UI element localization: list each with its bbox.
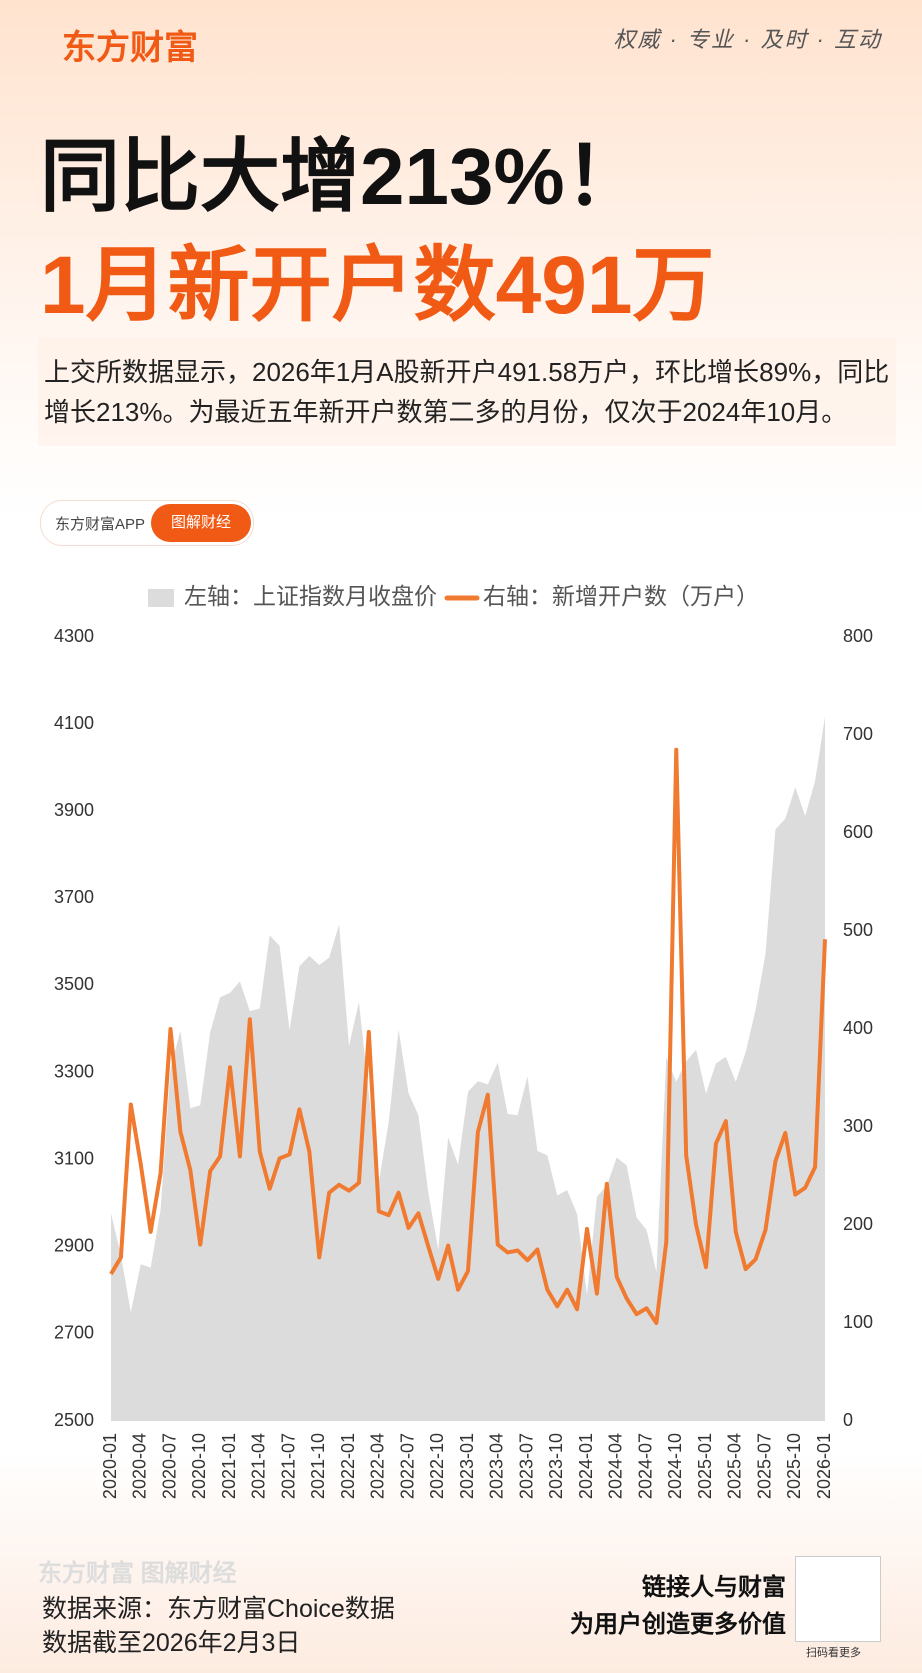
y-tick-label: 2700 [54, 1323, 94, 1343]
x-tick-label: 2026-01 [814, 1433, 834, 1499]
y-tick-label: 3500 [54, 974, 94, 994]
tag-button[interactable]: 图解财经 [151, 504, 251, 542]
chart: 左轴：上证指数月收盘价 右轴：新增开户数（万户） 2500 2700 2900 3100 3… [54, 583, 873, 1499]
y-tick-label: 4300 [54, 626, 94, 646]
slogan: 权威 · 专业 · 及时 · 互动 [613, 27, 882, 52]
headline: 同比大增213%！ [40, 132, 645, 221]
x-tick-label: 2022-10 [427, 1433, 447, 1499]
tag: 东方财富APP 图解财经 [40, 500, 254, 546]
x-tick-label: 2024-04 [606, 1433, 626, 1499]
x-tick-label: 2023-01 [457, 1433, 477, 1499]
y-tick-label: 4100 [54, 713, 94, 733]
y2-tick-label: 600 [843, 822, 873, 842]
y-tick-label: 2900 [54, 1236, 94, 1256]
x-tick-label: 2025-10 [784, 1433, 804, 1499]
x-tick-label: 2024-07 [635, 1433, 655, 1499]
x-tick-label: 2020-07 [159, 1433, 179, 1499]
y2-tick-label: 200 [843, 1214, 873, 1234]
y-tick-label: 3700 [54, 887, 94, 907]
legend-label: 右轴：新增开户数（万户） [483, 583, 759, 609]
x-tick-label: 2021-01 [219, 1433, 239, 1499]
x-tick-label: 2021-04 [249, 1433, 269, 1499]
area [111, 716, 825, 1421]
y-tick-label: 3100 [54, 1148, 94, 1168]
legend-label: 左轴：上证指数月收盘价 [184, 583, 437, 609]
watermark: 东方财富 图解财经 [38, 1560, 237, 1587]
y2-tick-label: 800 [843, 626, 873, 646]
y2-tick-label: 700 [843, 724, 873, 744]
x-tick-label: 2020-01 [100, 1433, 120, 1499]
x-tick-label: 2022-07 [397, 1433, 417, 1499]
x-tick-label: 2025-04 [725, 1433, 745, 1499]
y2-tick-label: 400 [843, 1018, 873, 1038]
y-tick-label: 2500 [54, 1410, 94, 1430]
x-tick-label: 2024-10 [665, 1433, 685, 1499]
x-tick-label: 2023-10 [546, 1433, 566, 1499]
qr-caption: 扫码看更多 [806, 1647, 861, 1659]
y2-tick-label: 100 [843, 1312, 873, 1332]
x-tick-label: 2023-04 [487, 1433, 507, 1499]
tag-app: 东方财富APP [55, 516, 146, 533]
x-tick-label: 2020-10 [189, 1433, 209, 1499]
x-tick-label: 2022-01 [338, 1433, 358, 1499]
summary: 上交所数据显示，2026年1月A股新开户491.58万户，环比增长89%，同比增… [38, 338, 896, 446]
date: 数据截至2026年2月3日 [42, 1629, 301, 1657]
x-tick-label: 2022-04 [368, 1433, 388, 1499]
x-tick-label: 2021-07 [278, 1433, 298, 1499]
x-tick-label: 2025-07 [754, 1433, 774, 1499]
source: 数据来源：东方财富Choice数据 [42, 1595, 395, 1623]
x-tick-label: 2023-07 [516, 1433, 536, 1499]
tagline: 为用户创造更多价值 [570, 1611, 786, 1638]
y-tick-label: 3300 [54, 1061, 94, 1081]
line [109, 747, 827, 1325]
y-tick-label: 3900 [54, 800, 94, 820]
brand: 东方财富 [62, 29, 198, 67]
legend-swatch [148, 589, 174, 607]
y2-tick-label: 500 [843, 920, 873, 940]
x-tick-label: 2020-04 [130, 1433, 150, 1499]
x-tick-label: 2024-01 [576, 1433, 596, 1499]
y2-tick-label: 300 [843, 1116, 873, 1136]
y2-tick-label: 0 [843, 1410, 853, 1430]
x-tick-label: 2021-10 [308, 1433, 328, 1499]
qr-code[interactable] [795, 1556, 881, 1642]
headline: 1月新开户数491万 [40, 240, 715, 331]
tagline: 链接人与财富 [642, 1574, 786, 1601]
x-tick-label: 2025-01 [695, 1433, 715, 1499]
